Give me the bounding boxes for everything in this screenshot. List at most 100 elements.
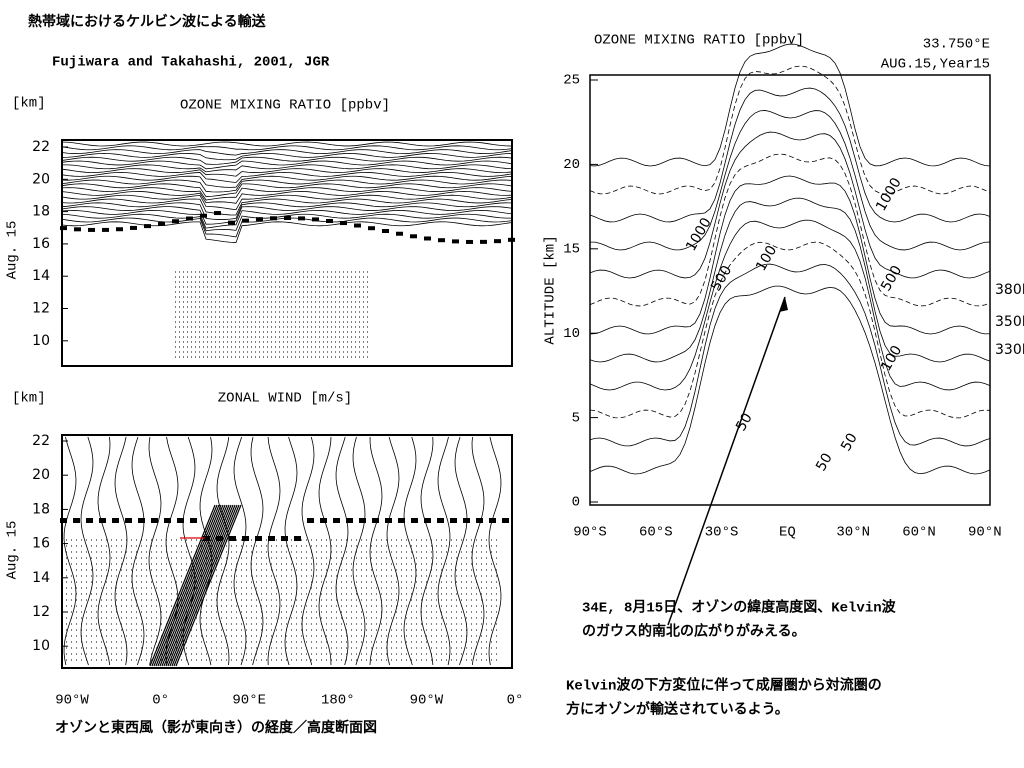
dot-marker <box>102 227 109 232</box>
dot-marker <box>489 518 496 523</box>
dot-marker <box>229 536 236 541</box>
dot-marker <box>480 239 487 244</box>
contour-line <box>61 183 513 197</box>
contour-line <box>403 436 417 666</box>
contour-label: 50 <box>838 431 861 454</box>
contour-line <box>369 436 383 666</box>
contour-label: 1000 <box>873 175 905 214</box>
dot-marker <box>270 216 277 221</box>
contour-label: 50 <box>813 451 836 474</box>
contour-line <box>471 436 485 666</box>
contour-line <box>284 436 298 666</box>
contour-line <box>589 153 991 307</box>
panel-title: OZONE MIXING RATIO [ppbv] <box>180 98 390 114</box>
y-tick-label: 10 <box>32 638 50 654</box>
dot-marker <box>172 219 179 224</box>
panel-frame <box>61 434 513 669</box>
panel-frame <box>589 74 991 506</box>
contour-label: 1000 <box>683 215 715 254</box>
dot-marker <box>346 518 353 523</box>
dot-marker <box>74 227 81 232</box>
dot-marker <box>294 536 301 541</box>
dot-marker <box>333 518 340 523</box>
contour-line <box>318 436 332 666</box>
y-tick-label: 20 <box>32 467 50 483</box>
y-tick-label: 20 <box>563 157 580 173</box>
x-tick-label: 60°S <box>639 525 673 541</box>
x-tick-label: 30°N <box>836 525 870 541</box>
contour-line <box>437 436 451 666</box>
contour-line <box>61 145 513 151</box>
dot-marker <box>437 518 444 523</box>
x-tick-label: EQ <box>779 525 796 541</box>
contour-line <box>589 65 991 195</box>
contour-line <box>148 436 162 666</box>
contour-line <box>454 436 468 666</box>
y-label: ALTITUDE [km] <box>543 235 559 344</box>
y-tick-label: 16 <box>32 236 50 252</box>
contour-line <box>386 436 400 666</box>
dot-marker <box>214 211 221 216</box>
dot-marker <box>158 221 165 226</box>
y-tick-label: 22 <box>32 433 50 449</box>
y-label: Aug. 15 <box>5 521 21 580</box>
contour-line <box>167 504 234 667</box>
dot-marker <box>60 226 67 231</box>
contour-line <box>61 175 513 188</box>
contour-line <box>233 436 247 666</box>
dot-marker <box>125 518 132 523</box>
contour-label: 50 <box>733 411 756 434</box>
contour-line <box>61 141 513 147</box>
caption: オゾンと東西風（影が東向き）の経度／高度断面図 <box>55 719 377 736</box>
contour-line <box>352 436 366 666</box>
dot-marker <box>268 536 275 541</box>
contour-line <box>157 504 224 667</box>
contour-line <box>61 217 513 238</box>
location: 33.750°E <box>923 37 990 53</box>
y-label: Aug. 15 <box>5 221 21 280</box>
note: 方にオゾンが輸送されているよう。 <box>566 701 789 719</box>
dot-marker <box>476 518 483 523</box>
contour-line <box>589 175 991 335</box>
dot-marker <box>307 518 314 523</box>
dot-marker <box>164 518 171 523</box>
unit: [km] <box>12 96 46 112</box>
x-tick-label: 90°W <box>410 693 444 709</box>
dot-marker <box>368 226 375 231</box>
dot-marker <box>298 216 305 221</box>
contour-line <box>151 504 218 667</box>
dot-marker <box>382 229 389 234</box>
contour-line <box>97 436 111 666</box>
dot-marker <box>320 518 327 523</box>
y-tick-label: 12 <box>32 301 50 317</box>
contour-line <box>175 504 242 667</box>
dot-marker <box>398 518 405 523</box>
dot-marker <box>340 221 347 226</box>
dot-marker <box>99 518 106 523</box>
contour-line <box>216 436 230 666</box>
isentrope-label: 350K <box>995 314 1024 330</box>
dot-marker <box>359 518 366 523</box>
dot-marker <box>242 536 249 541</box>
contour-line <box>61 187 513 201</box>
contour-line <box>149 504 216 667</box>
contour-line <box>165 504 232 667</box>
note: のガウス的南北の広がりがみえる。 <box>582 623 806 641</box>
arrow-head <box>779 297 788 312</box>
dot-marker <box>385 518 392 523</box>
dot-marker <box>203 536 210 541</box>
panel-frame <box>61 139 513 367</box>
dot-marker <box>424 236 431 241</box>
x-tick-label: 180° <box>321 693 355 709</box>
x-tick-label: 0° <box>152 693 169 709</box>
contour-line <box>420 436 434 666</box>
contour-line <box>589 110 991 251</box>
dot-marker <box>186 216 193 221</box>
y-tick-label: 18 <box>32 501 50 517</box>
y-tick-label: 0 <box>572 495 580 511</box>
slide-title: 熱帯域におけるケルビン波による輸送 <box>28 13 267 30</box>
dot-marker <box>466 239 473 244</box>
contour-line <box>61 221 513 244</box>
x-tick-label: 90°W <box>55 693 89 709</box>
contour-line <box>488 436 502 666</box>
